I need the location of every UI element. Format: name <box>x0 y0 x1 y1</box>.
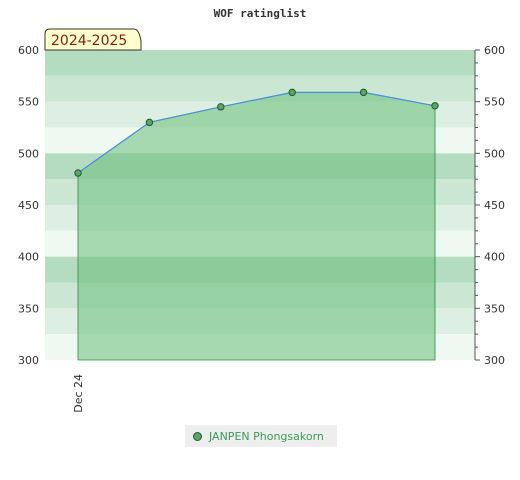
y-tick-label-right: 350 <box>484 302 505 315</box>
data-point <box>359 88 368 97</box>
data-point <box>145 118 154 127</box>
y-tick-label-left: 550 <box>18 96 39 109</box>
y-tick-label-left: 450 <box>18 199 39 212</box>
legend-label: JANPEN Phongsakorn <box>209 429 324 443</box>
legend-marker-icon <box>193 431 202 441</box>
season-badge: 2024-2025 <box>44 28 142 51</box>
y-tick-label-right: 600 <box>484 44 505 57</box>
legend: JANPEN Phongsakorn <box>185 425 337 447</box>
rating-line <box>77 91 436 174</box>
data-point <box>217 103 225 111</box>
data-point <box>288 88 296 97</box>
band <box>45 75 475 102</box>
y-tick-label-left: 350 <box>18 302 39 315</box>
y-tick-label-right: 400 <box>484 251 505 264</box>
y-tick-label-right: 500 <box>484 147 505 160</box>
chart-title: WOF ratinglist <box>214 7 307 20</box>
y-tick-label-left: 500 <box>18 147 39 160</box>
y-tick-label-left: 400 <box>18 251 39 264</box>
y-tick-label-right: 550 <box>484 96 505 109</box>
data-point <box>74 169 82 177</box>
y-tick-label-right: 300 <box>484 354 505 367</box>
data-point <box>431 102 439 110</box>
y-tick-label-left: 300 <box>18 354 39 367</box>
season-label: 2024-2025 <box>51 33 127 49</box>
axes: 300 300 350 350 400 400 450 450 500 500 550 550 600 6… <box>18 44 505 413</box>
y-tick-label-right: 450 <box>484 199 505 212</box>
data-points <box>74 88 439 177</box>
rating-area <box>77 91 436 361</box>
band <box>45 50 475 76</box>
x-tick-label: Dec 24 <box>72 374 85 413</box>
y-tick-label-left: 600 <box>18 44 39 57</box>
